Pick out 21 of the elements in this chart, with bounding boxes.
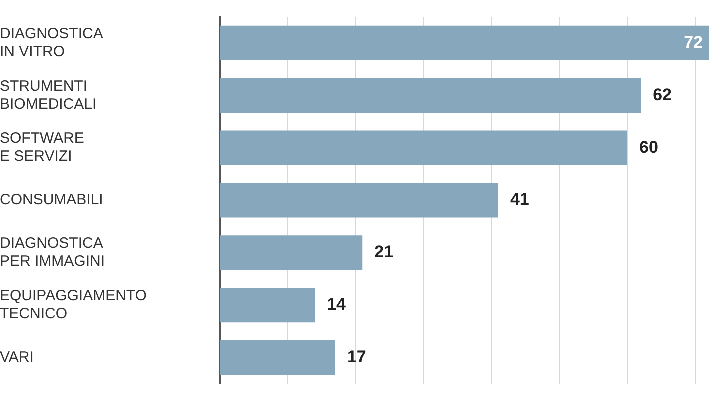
bar [220, 288, 316, 323]
bar [220, 26, 709, 61]
y-tick-label: DIAGNOSTICA PER IMMAGINI [0, 235, 106, 270]
bar [220, 183, 498, 218]
bar [220, 78, 642, 113]
data-label: 62 [653, 85, 672, 104]
data-label: 60 [640, 138, 658, 157]
y-tick-label: STRUMENTI BIOMEDICALI [0, 78, 97, 113]
bar [220, 340, 336, 376]
data-label: 17 [347, 347, 366, 366]
y-tick-label: VARI [0, 348, 34, 366]
data-label: 41 [510, 190, 530, 210]
y-tick-label: DIAGNOSTICA IN VITRO [0, 25, 104, 60]
y-tick-label: EQUIPAGGIAMENTO TECNICO [0, 288, 147, 322]
data-label: 14 [327, 295, 347, 314]
y-tick-label: SOFTWARE E SERVIZI [0, 130, 84, 166]
data-label: 72 [684, 32, 703, 52]
y-tick-label: CONSUMABILI [0, 192, 104, 209]
bar [220, 236, 363, 270]
data-label: 21 [374, 242, 394, 262]
bar [220, 130, 628, 166]
